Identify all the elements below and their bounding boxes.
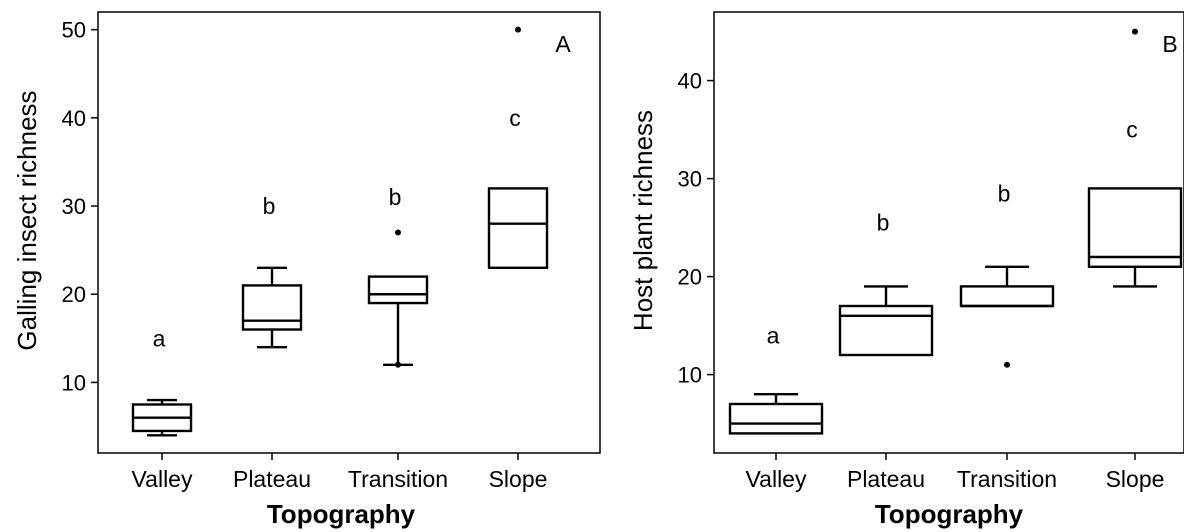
significance-letter: a — [153, 325, 166, 351]
significance-letter: a — [767, 322, 780, 348]
y-tick-label: 40 — [678, 69, 702, 94]
outlier-point — [395, 229, 401, 236]
significance-letter: b — [877, 210, 890, 236]
panel-label: B — [1162, 31, 1177, 57]
box-slope — [1087, 187, 1183, 268]
outlier-point — [1132, 28, 1138, 35]
y-tick-label: 50 — [62, 18, 86, 43]
y-axis-title: Galling insect richness — [12, 90, 42, 350]
box-plateau — [241, 284, 303, 331]
plot-frame-2 — [713, 11, 1184, 454]
x-tick-label: Valley — [746, 466, 807, 492]
x-tick-label: Plateau — [847, 466, 925, 492]
y-axis-title: Host plant richness — [628, 110, 658, 331]
x-tick-label: Transition — [957, 466, 1057, 492]
box-transition — [367, 275, 429, 305]
x-tick-label: Transition — [348, 466, 448, 492]
x-tick-label: Slope — [1106, 466, 1165, 492]
outlier-point — [1004, 361, 1010, 368]
y-tick-label: 40 — [62, 106, 86, 131]
box-valley — [728, 402, 824, 435]
significance-letter: b — [263, 193, 276, 219]
box-transition — [959, 285, 1055, 308]
y-tick-label: 20 — [62, 282, 86, 307]
plot-frame-1 — [97, 11, 601, 454]
box-plateau — [838, 304, 934, 357]
x-axis-title: Topography — [875, 499, 1024, 529]
panel-label: A — [555, 31, 571, 57]
outlier-point — [395, 361, 401, 368]
x-tick-label: Plateau — [233, 466, 311, 492]
significance-letter: b — [998, 180, 1011, 206]
significance-letter: b — [389, 184, 402, 210]
box-slope — [487, 187, 549, 269]
y-tick-label: 10 — [678, 363, 702, 388]
x-axis-title: Topography — [267, 499, 416, 529]
significance-letter: c — [1126, 117, 1138, 143]
significance-letter: c — [509, 105, 521, 131]
y-tick-label: 10 — [62, 370, 86, 395]
y-tick-label: 30 — [62, 194, 86, 219]
y-tick-label: 30 — [678, 167, 702, 192]
y-tick-label: 20 — [678, 265, 702, 290]
x-tick-label: Slope — [489, 466, 548, 492]
x-tick-label: Valley — [132, 466, 193, 492]
outlier-point — [515, 26, 521, 33]
